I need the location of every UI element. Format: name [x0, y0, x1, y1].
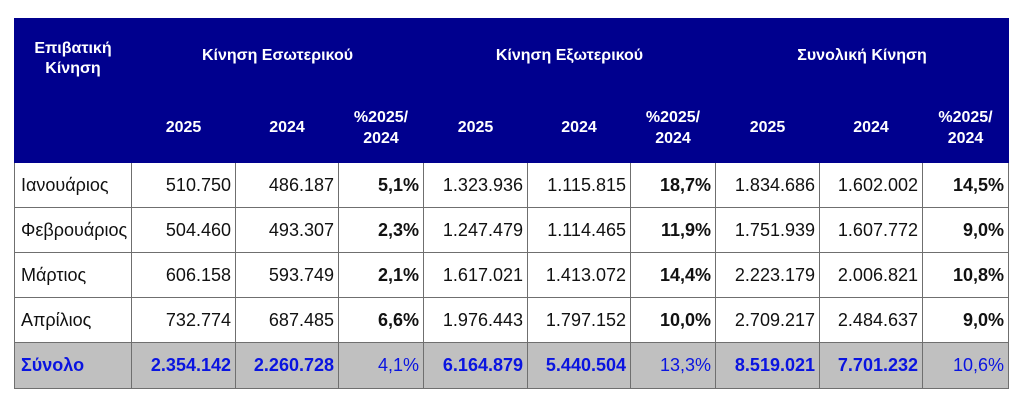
table-row: Φεβρουάριος 504.460 493.307 2,3% 1.247.4… — [14, 207, 1009, 253]
total-cell: 6.164.879 — [423, 342, 528, 389]
corner-header: Επιβατική Κίνηση — [14, 18, 132, 163]
table-cell: 1.413.072 — [527, 252, 631, 298]
table-cell: 2.709.217 — [715, 297, 820, 343]
table-cell: 606.158 — [131, 252, 236, 298]
table-cell-pct: 10,0% — [630, 297, 716, 343]
total-cell-pct: 10,6% — [922, 342, 1009, 389]
row-month-label: Απρίλιος — [14, 297, 132, 343]
group-header-total: Συνολική Κίνηση — [715, 18, 1009, 93]
table-cell: 1.797.152 — [527, 297, 631, 343]
table-row: Μάρτιος 606.158 593.749 2,1% 1.617.021 1… — [14, 252, 1009, 298]
total-cell: 2.260.728 — [235, 342, 339, 389]
total-cell: 2.354.142 — [131, 342, 236, 389]
subheader-pct-change: %2025/ 2024 — [922, 92, 1009, 163]
group-header-international: Κίνηση Εξωτερικού — [423, 18, 716, 93]
table-cell: 486.187 — [235, 162, 339, 208]
table-cell: 510.750 — [131, 162, 236, 208]
total-row-label: Σύνολο — [14, 342, 132, 389]
table-cell: 1.607.772 — [819, 207, 923, 253]
table-cell-pct: 2,1% — [338, 252, 424, 298]
table-row: Απρίλιος 732.774 687.485 6,6% 1.976.443 … — [14, 297, 1009, 343]
row-month-label: Φεβρουάριος — [14, 207, 132, 253]
row-month-label: Μάρτιος — [14, 252, 132, 298]
table-cell: 687.485 — [235, 297, 339, 343]
table-group-header-row: Επιβατική Κίνηση Κίνηση Εσωτερικού Κίνησ… — [14, 18, 1009, 163]
table-cell: 732.774 — [131, 297, 236, 343]
table-cell: 1.602.002 — [819, 162, 923, 208]
table-cell-pct: 9,0% — [922, 297, 1009, 343]
subheader-2024: 2024 — [819, 92, 923, 163]
table-cell: 1.617.021 — [423, 252, 528, 298]
table-cell-pct: 10,8% — [922, 252, 1009, 298]
table-cell-pct: 18,7% — [630, 162, 716, 208]
table-cell: 593.749 — [235, 252, 339, 298]
table-cell: 493.307 — [235, 207, 339, 253]
table-cell-pct: 2,3% — [338, 207, 424, 253]
table-cell: 2.484.637 — [819, 297, 923, 343]
table-cell: 1.247.479 — [423, 207, 528, 253]
table-cell: 1.323.936 — [423, 162, 528, 208]
table-total-row: Σύνολο 2.354.142 2.260.728 4,1% 6.164.87… — [14, 342, 1009, 389]
table-cell: 1.114.465 — [527, 207, 631, 253]
table-cell-pct: 6,6% — [338, 297, 424, 343]
total-cell: 7.701.232 — [819, 342, 923, 389]
subheader-2025: 2025 — [131, 92, 236, 163]
table-cell-pct: 11,9% — [630, 207, 716, 253]
table-cell: 2.006.821 — [819, 252, 923, 298]
table-cell: 2.223.179 — [715, 252, 820, 298]
subheader-2025: 2025 — [423, 92, 528, 163]
subheader-pct-change: %2025/ 2024 — [338, 92, 424, 163]
table-cell: 1.115.815 — [527, 162, 631, 208]
subheader-2025: 2025 — [715, 92, 820, 163]
passenger-traffic-table: Επιβατική Κίνηση Κίνηση Εσωτερικού Κίνησ… — [14, 18, 1009, 389]
group-header-domestic: Κίνηση Εσωτερικού — [131, 18, 424, 93]
table-cell: 1.834.686 — [715, 162, 820, 208]
table-cell-pct: 5,1% — [338, 162, 424, 208]
subheader-pct-change: %2025/ 2024 — [630, 92, 716, 163]
total-cell-pct: 4,1% — [338, 342, 424, 389]
subheader-2024: 2024 — [235, 92, 339, 163]
table-cell-pct: 14,4% — [630, 252, 716, 298]
total-cell: 8.519.021 — [715, 342, 820, 389]
table-cell: 1.751.939 — [715, 207, 820, 253]
table-cell-pct: 14,5% — [922, 162, 1009, 208]
subheader-2024: 2024 — [527, 92, 631, 163]
table-cell-pct: 9,0% — [922, 207, 1009, 253]
total-cell: 5.440.504 — [527, 342, 631, 389]
table-row: Ιανουάριος 510.750 486.187 5,1% 1.323.93… — [14, 162, 1009, 208]
passenger-traffic-table-container: Επιβατική Κίνηση Κίνηση Εσωτερικού Κίνησ… — [14, 18, 1009, 389]
table-cell: 1.976.443 — [423, 297, 528, 343]
total-cell-pct: 13,3% — [630, 342, 716, 389]
table-subheader-row: 2025 2024 %2025/ 2024 2025 2024 %2025/ 2… — [15, 92, 1009, 163]
table-cell: 504.460 — [131, 207, 236, 253]
row-month-label: Ιανουάριος — [14, 162, 132, 208]
